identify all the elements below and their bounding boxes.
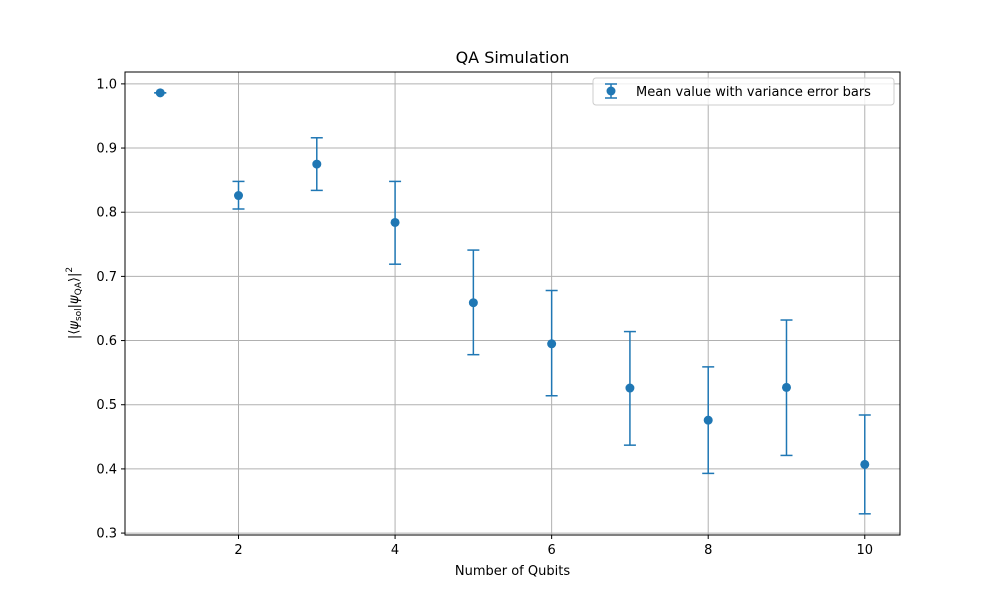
grid	[125, 72, 900, 535]
y-axis-label: |⟨ψsol|ψQA⟩|2	[65, 267, 84, 339]
x-axis-label: Number of Qubits	[455, 564, 570, 579]
data-point	[468, 298, 478, 308]
y-tick-label: 0.8	[96, 206, 117, 221]
data-point	[234, 191, 244, 201]
data-point	[547, 339, 557, 349]
x-tick-label: 2	[234, 543, 242, 558]
x-tick-label: 8	[704, 543, 712, 558]
y-tick-label: 0.5	[96, 398, 117, 413]
legend: Mean value with variance error bars	[592, 77, 895, 106]
data-marks	[154, 88, 871, 515]
x-tick-label: 10	[856, 543, 873, 558]
data-point	[155, 88, 165, 98]
y-tick-label: 0.9	[96, 142, 117, 157]
plot-frame	[124, 71, 901, 536]
y-tick-label: 0.3	[96, 527, 117, 542]
legend-marker	[605, 83, 617, 99]
data-point	[703, 415, 713, 425]
data-point	[781, 382, 791, 392]
legend-label: Mean value with variance error bars	[636, 85, 871, 100]
legend-point	[606, 86, 616, 96]
legend-frame	[592, 77, 895, 106]
y-tick-label: 0.7	[96, 270, 117, 285]
y-tick-label: 0.4	[96, 462, 117, 477]
data-point	[625, 383, 635, 393]
x-tick-label: 4	[391, 543, 399, 558]
y-tick-label: 1.0	[96, 77, 117, 92]
y-tick-label: 0.6	[96, 334, 117, 349]
data-point	[860, 459, 870, 469]
x-tick-label: 6	[548, 543, 556, 558]
data-point	[312, 159, 322, 169]
data-point	[390, 217, 400, 227]
chart-title: QA Simulation	[456, 48, 570, 67]
ticks: 2 4 6 8 10 0.3 0.4 0.5 0.6 0.7 0.8 0.9 1.0	[96, 77, 873, 558]
